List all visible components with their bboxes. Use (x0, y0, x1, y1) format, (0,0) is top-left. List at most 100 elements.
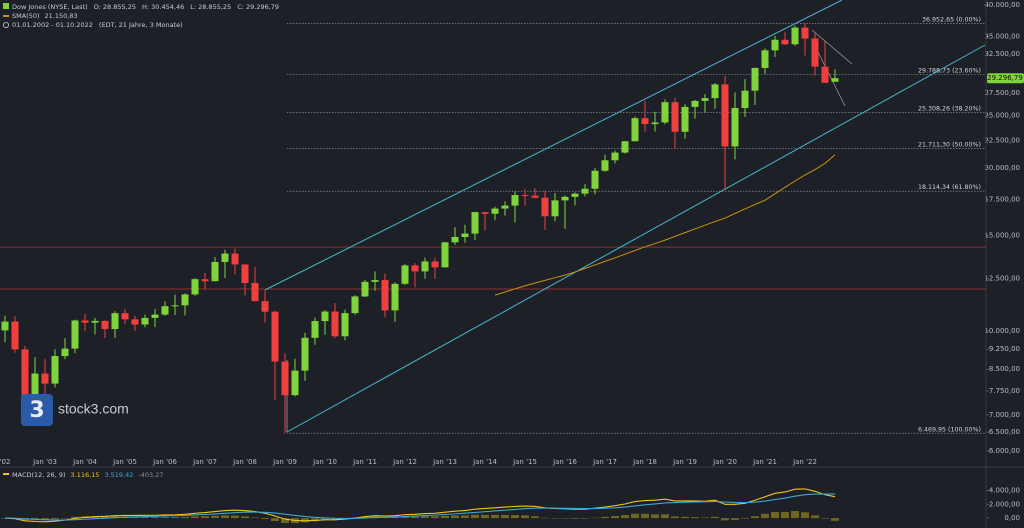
candle-body (51, 356, 59, 384)
candle-body (281, 361, 289, 396)
candle-body (41, 373, 49, 384)
histogram-bar (641, 513, 649, 519)
candle-body (531, 195, 539, 198)
candle-body (351, 296, 359, 314)
y-tick-label: 6.000,00 (989, 447, 1020, 455)
candle-body (261, 301, 269, 312)
candle-body (581, 188, 589, 194)
signal-value: 3.519,42 (104, 471, 133, 479)
macd-line (4, 493, 836, 521)
channel-line (264, 0, 843, 291)
candle-body (61, 348, 69, 357)
candle-body (771, 39, 779, 51)
candle-body (141, 317, 149, 325)
candle-body (341, 313, 349, 337)
y-tick-label: 27.500,00 (984, 89, 1020, 97)
x-tick-label: Jan '15 (512, 458, 537, 466)
histogram-bar (171, 517, 179, 519)
y-tick-label: 4.000,00 (989, 487, 1020, 495)
candle-body (381, 280, 389, 311)
x-tick-label: Jan '18 (632, 458, 657, 466)
histogram-bar (151, 517, 159, 519)
histogram-bar (811, 515, 819, 519)
candle-body (691, 100, 699, 107)
histogram-bar (661, 514, 669, 519)
histogram-bar (561, 518, 569, 519)
histogram-bar (41, 518, 49, 521)
candle-body (681, 106, 689, 132)
histogram-bar (461, 515, 469, 519)
candle-body (541, 197, 549, 217)
histogram-bar (61, 518, 69, 519)
x-tick-label: Jan '08 (232, 458, 257, 466)
y-tick-label: 15.000,00 (984, 232, 1020, 240)
macd-legend-swatch (3, 473, 9, 475)
x-tick-label: Jan '05 (112, 458, 137, 466)
candle-body (201, 279, 209, 282)
histogram-bar (701, 517, 709, 519)
fan-line (811, 29, 853, 65)
histogram-bar (201, 516, 209, 519)
candle-body (131, 319, 139, 325)
candle-body (301, 337, 309, 371)
chart-marks: 29.296,79 (1, 23, 1024, 524)
candle-body (631, 118, 639, 142)
candle-body (571, 193, 579, 197)
candle-body (101, 320, 109, 330)
histogram-bar (601, 516, 609, 519)
candle-body (251, 282, 259, 302)
candle-body (711, 84, 719, 99)
fib-label: 21.711,30 (50.00%) (918, 142, 981, 149)
histogram-bar (821, 518, 829, 519)
x-tick-label: Jan '21 (752, 458, 777, 466)
x-tick-label: Jan '03 (32, 458, 57, 466)
histogram-bar (191, 516, 199, 519)
histogram-bar (391, 516, 399, 519)
histogram-bar (591, 517, 599, 519)
candle-body (451, 237, 459, 243)
y-tick-label: 9.250,00 (989, 345, 1020, 353)
y-tick-label: 7.750,00 (989, 387, 1020, 395)
candle-body (721, 84, 729, 147)
x-tick-label: Jan '17 (592, 458, 617, 466)
fib-label: 6.469,95 (100.00%) (918, 426, 981, 433)
histogram-bar (651, 514, 659, 519)
histogram-bar (761, 513, 769, 519)
x-tick-label: Jan '10 (312, 458, 337, 466)
candle-body (21, 349, 29, 396)
macd-name: MACD(12, 26, 9) (12, 471, 66, 479)
candle-body (751, 67, 759, 91)
x-tick-label: Jan '09 (272, 458, 297, 466)
candle-body (611, 152, 619, 161)
clock-icon (3, 21, 9, 28)
candle-body (231, 253, 239, 265)
channel-line (286, 44, 986, 433)
histogram-bar (211, 515, 219, 519)
histogram-bar (771, 511, 779, 519)
fib-label: 29.788,73 (23.60%) (918, 67, 981, 74)
histogram-bar (111, 516, 119, 519)
sma-line (494, 154, 836, 296)
candle-body (421, 261, 429, 272)
candle-body (291, 370, 299, 396)
watermark: 3 stock3.com (21, 394, 129, 426)
candle-body (501, 205, 509, 209)
legend-row: SMA(50) 21.150,83 (12, 12, 78, 20)
x-tick-label: Jan '12 (392, 458, 417, 466)
watermark-text: stock3.com (58, 401, 129, 417)
candle-body (551, 200, 559, 217)
histogram-bar (411, 516, 419, 519)
y-tick-label: 40.000,00 (984, 1, 1020, 9)
histogram-bar (251, 517, 259, 519)
histogram-bar (281, 518, 289, 523)
watermark-logo (21, 394, 53, 426)
histogram-bar (301, 518, 309, 523)
y-tick-label: 10.000,00 (984, 327, 1020, 335)
histogram-bar (571, 518, 579, 519)
histogram-bar (801, 512, 809, 519)
candle-body (391, 283, 399, 311)
candle-body (411, 265, 419, 272)
candle-body (491, 208, 499, 214)
candle-body (651, 122, 659, 125)
x-tick-label: '02 (0, 458, 10, 466)
